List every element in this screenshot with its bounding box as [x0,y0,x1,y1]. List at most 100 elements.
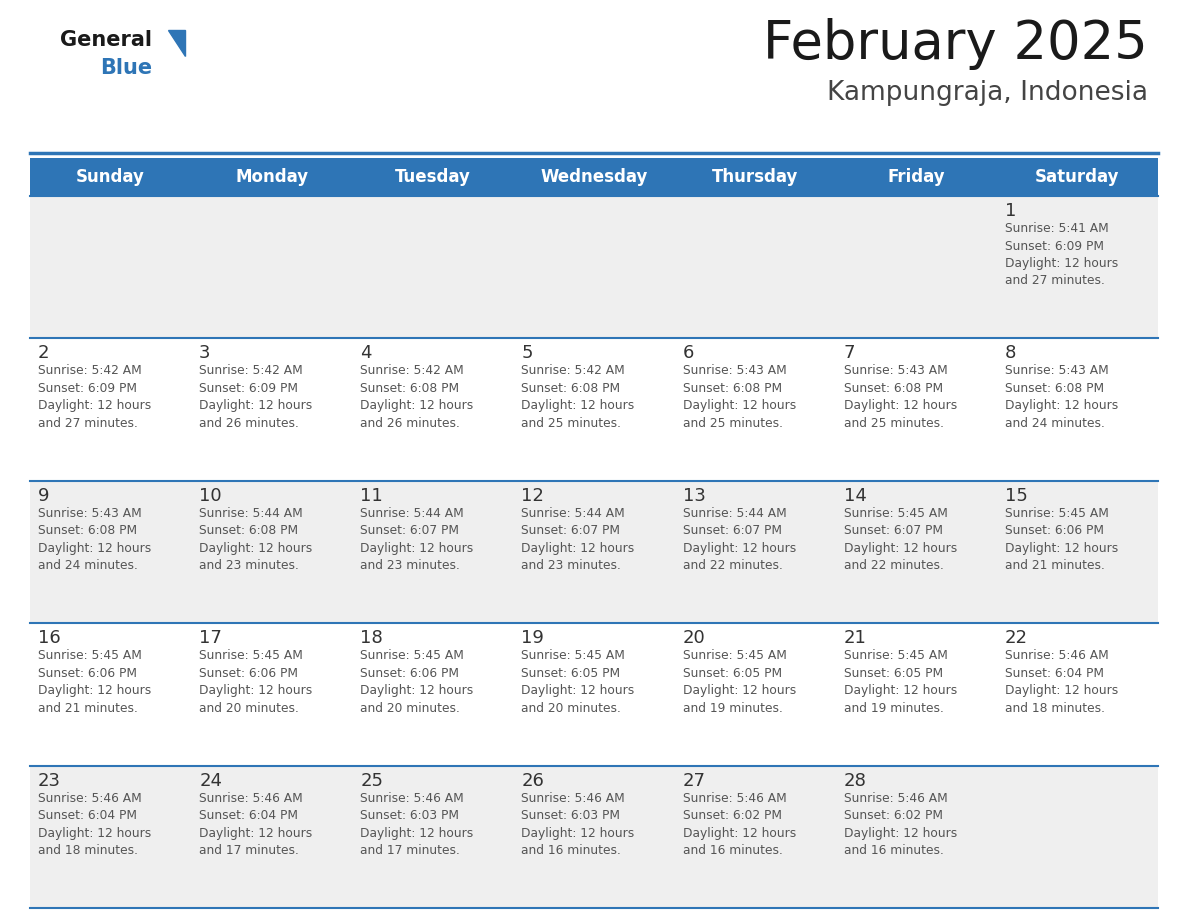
Text: 4: 4 [360,344,372,363]
Text: Sunset: 6:08 PM: Sunset: 6:08 PM [843,382,943,395]
Text: and 25 minutes.: and 25 minutes. [522,417,621,430]
Text: 3: 3 [200,344,210,363]
Text: Sunrise: 5:43 AM: Sunrise: 5:43 AM [843,364,948,377]
Text: Sunrise: 5:42 AM: Sunrise: 5:42 AM [360,364,465,377]
Text: Sunrise: 5:43 AM: Sunrise: 5:43 AM [38,507,141,520]
Text: and 17 minutes.: and 17 minutes. [360,844,460,857]
Text: Sunset: 6:04 PM: Sunset: 6:04 PM [200,809,298,823]
Text: Sunrise: 5:45 AM: Sunrise: 5:45 AM [360,649,465,662]
Text: Sunrise: 5:46 AM: Sunrise: 5:46 AM [200,791,303,804]
Text: and 16 minutes.: and 16 minutes. [843,844,943,857]
Text: and 16 minutes.: and 16 minutes. [683,844,783,857]
Bar [30,196,1158,339]
Text: 1: 1 [1005,202,1016,220]
Text: Sunset: 6:08 PM: Sunset: 6:08 PM [1005,382,1104,395]
Text: 15: 15 [1005,487,1028,505]
Text: and 20 minutes.: and 20 minutes. [522,701,621,715]
Text: Sunrise: 5:44 AM: Sunrise: 5:44 AM [360,507,465,520]
Text: and 27 minutes.: and 27 minutes. [38,417,138,430]
Text: and 26 minutes.: and 26 minutes. [360,417,460,430]
Text: Sunset: 6:06 PM: Sunset: 6:06 PM [200,666,298,679]
Text: Sunset: 6:05 PM: Sunset: 6:05 PM [843,666,943,679]
Text: Monday: Monday [235,168,308,186]
Text: 23: 23 [38,772,61,789]
Text: Daylight: 12 hours: Daylight: 12 hours [522,542,634,554]
Text: Daylight: 12 hours: Daylight: 12 hours [1005,542,1118,554]
Text: 17: 17 [200,629,222,647]
Text: Sunset: 6:08 PM: Sunset: 6:08 PM [200,524,298,537]
Text: Sunset: 6:08 PM: Sunset: 6:08 PM [683,382,782,395]
Text: Daylight: 12 hours: Daylight: 12 hours [843,399,958,412]
Text: 11: 11 [360,487,383,505]
Text: and 22 minutes.: and 22 minutes. [683,559,783,572]
Text: Sunset: 6:04 PM: Sunset: 6:04 PM [1005,666,1104,679]
Text: and 23 minutes.: and 23 minutes. [360,559,460,572]
Text: and 25 minutes.: and 25 minutes. [683,417,783,430]
Text: Sunset: 6:03 PM: Sunset: 6:03 PM [360,809,460,823]
Text: and 18 minutes.: and 18 minutes. [38,844,138,857]
Text: Thursday: Thursday [712,168,798,186]
Text: Sunset: 6:08 PM: Sunset: 6:08 PM [360,382,460,395]
Text: Daylight: 12 hours: Daylight: 12 hours [38,399,151,412]
Text: Sunrise: 5:43 AM: Sunrise: 5:43 AM [683,364,786,377]
Text: Sunset: 6:02 PM: Sunset: 6:02 PM [843,809,943,823]
Text: Daylight: 12 hours: Daylight: 12 hours [200,399,312,412]
Text: and 23 minutes.: and 23 minutes. [200,559,299,572]
Text: Sunrise: 5:41 AM: Sunrise: 5:41 AM [1005,222,1108,235]
Text: Sunrise: 5:42 AM: Sunrise: 5:42 AM [38,364,141,377]
Text: Sunrise: 5:45 AM: Sunrise: 5:45 AM [683,649,786,662]
Text: Sunrise: 5:46 AM: Sunrise: 5:46 AM [1005,649,1108,662]
Text: and 18 minutes.: and 18 minutes. [1005,701,1105,715]
Text: and 19 minutes.: and 19 minutes. [683,701,783,715]
Text: Sunset: 6:05 PM: Sunset: 6:05 PM [683,666,782,679]
Text: Sunday: Sunday [76,168,145,186]
Text: Sunset: 6:07 PM: Sunset: 6:07 PM [522,524,620,537]
Text: 10: 10 [200,487,222,505]
Text: 14: 14 [843,487,866,505]
Text: 12: 12 [522,487,544,505]
Text: Wednesday: Wednesday [541,168,647,186]
Text: 26: 26 [522,772,544,789]
Text: Sunrise: 5:45 AM: Sunrise: 5:45 AM [200,649,303,662]
Text: Sunset: 6:07 PM: Sunset: 6:07 PM [843,524,943,537]
Text: Daylight: 12 hours: Daylight: 12 hours [843,542,958,554]
Text: 16: 16 [38,629,61,647]
Bar [30,623,1158,766]
Bar [30,158,1158,196]
Text: 18: 18 [360,629,383,647]
Text: Sunrise: 5:42 AM: Sunrise: 5:42 AM [522,364,625,377]
Text: 25: 25 [360,772,384,789]
Text: Sunrise: 5:46 AM: Sunrise: 5:46 AM [360,791,465,804]
Text: Sunset: 6:06 PM: Sunset: 6:06 PM [38,666,137,679]
Text: Daylight: 12 hours: Daylight: 12 hours [360,826,474,840]
Text: Daylight: 12 hours: Daylight: 12 hours [683,684,796,697]
Text: Daylight: 12 hours: Daylight: 12 hours [683,826,796,840]
Text: 24: 24 [200,772,222,789]
Text: Sunset: 6:04 PM: Sunset: 6:04 PM [38,809,137,823]
Text: Daylight: 12 hours: Daylight: 12 hours [360,542,474,554]
Text: General: General [61,30,152,50]
Text: Sunrise: 5:45 AM: Sunrise: 5:45 AM [1005,507,1108,520]
Text: Daylight: 12 hours: Daylight: 12 hours [522,684,634,697]
Text: Sunrise: 5:44 AM: Sunrise: 5:44 AM [522,507,625,520]
Text: Daylight: 12 hours: Daylight: 12 hours [360,399,474,412]
Bar [30,339,1158,481]
Text: and 23 minutes.: and 23 minutes. [522,559,621,572]
Text: Daylight: 12 hours: Daylight: 12 hours [1005,257,1118,270]
Polygon shape [168,30,185,56]
Text: Sunrise: 5:45 AM: Sunrise: 5:45 AM [38,649,141,662]
Text: and 22 minutes.: and 22 minutes. [843,559,943,572]
Text: Sunrise: 5:45 AM: Sunrise: 5:45 AM [843,649,948,662]
Text: Sunset: 6:06 PM: Sunset: 6:06 PM [360,666,460,679]
Text: Friday: Friday [887,168,946,186]
Text: Sunset: 6:07 PM: Sunset: 6:07 PM [683,524,782,537]
Text: and 17 minutes.: and 17 minutes. [200,844,299,857]
Text: Daylight: 12 hours: Daylight: 12 hours [683,399,796,412]
Text: Daylight: 12 hours: Daylight: 12 hours [1005,399,1118,412]
Bar [30,481,1158,623]
Text: Daylight: 12 hours: Daylight: 12 hours [843,826,958,840]
Text: and 20 minutes.: and 20 minutes. [360,701,460,715]
Text: 6: 6 [683,344,694,363]
Bar [30,766,1158,908]
Text: Sunrise: 5:46 AM: Sunrise: 5:46 AM [38,791,141,804]
